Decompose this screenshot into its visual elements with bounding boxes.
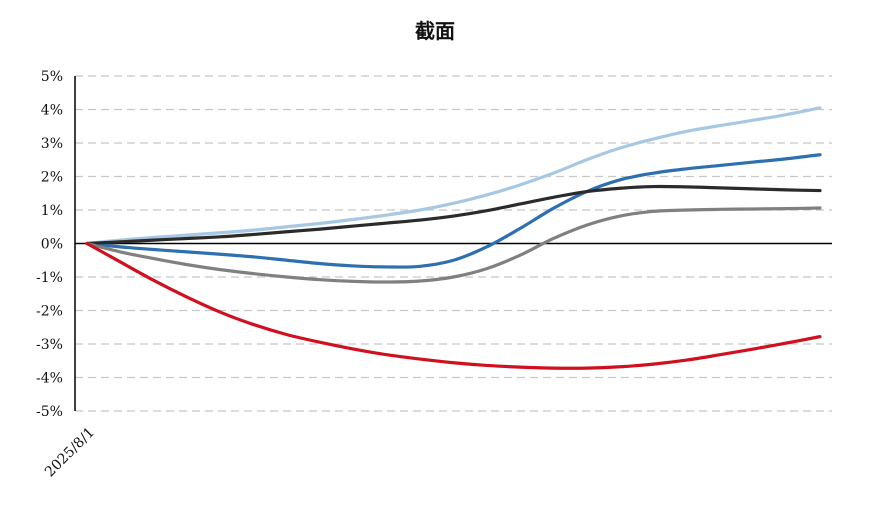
y-tick-label: -5% [36, 404, 63, 420]
y-tick-label: -3% [36, 337, 63, 353]
y-tick-label: 4% [41, 103, 63, 119]
x-tick-labels: 2025/8/1 [42, 425, 98, 481]
y-tick-label: 5% [41, 69, 63, 85]
series-line-3 [85, 184, 822, 246]
series-lines [85, 106, 822, 370]
axes [74, 76, 832, 411]
y-tick-label: 1% [41, 203, 63, 219]
y-tick-labels: 5% 4% 3% 2% 1% 0% -1% -2% -3% -4% -5% [36, 69, 63, 420]
chart-title: 截面 [415, 19, 455, 43]
y-tick-label: -1% [36, 270, 63, 286]
series-line-1 [85, 106, 822, 246]
y-tick-label: -4% [36, 371, 63, 387]
y-tick-label: 2% [41, 170, 63, 186]
x-tick-label: 2025/8/1 [42, 425, 98, 481]
series-line-2 [85, 153, 822, 269]
y-tick-label: 3% [41, 136, 63, 152]
series-line-5 [85, 241, 822, 370]
series-line-4 [85, 206, 822, 284]
y-tick-label: -2% [36, 304, 63, 320]
y-tick-label: 0% [41, 237, 63, 253]
